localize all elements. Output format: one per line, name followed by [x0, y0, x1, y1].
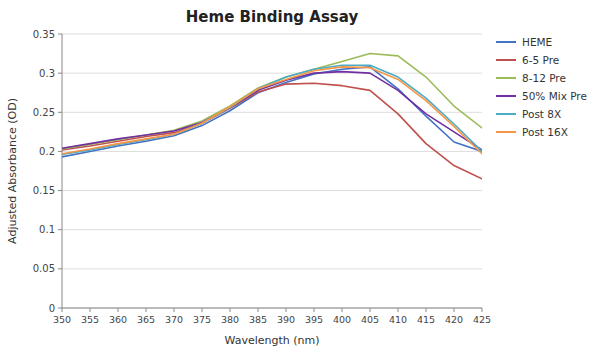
tick-mark [314, 308, 315, 312]
legend-swatch [496, 113, 516, 115]
tick-label: 0.2 [39, 146, 55, 157]
grid-line [62, 73, 482, 74]
tick-mark [62, 308, 63, 312]
legend: HEME 6-5 Pre 8-12 Pre 50% Mix Pre Post 8X Pos… [496, 36, 587, 138]
tick-mark [454, 308, 455, 312]
tick-label: 385 [249, 314, 267, 325]
y-axis: 0 0.05 0.1 0.15 0.2 0.25 0.3 0.35 [33, 29, 482, 314]
tick-label: 365 [137, 314, 155, 325]
tick-mark [58, 34, 62, 35]
tick-mark [342, 308, 343, 312]
series-line [62, 65, 482, 154]
tick-mark [258, 308, 259, 312]
tick-mark [230, 308, 231, 312]
tick-label: 395 [305, 314, 323, 325]
tick-mark [174, 308, 175, 312]
tick-mark [90, 308, 91, 312]
legend-swatch [496, 95, 516, 97]
tick-label: 405 [361, 314, 379, 325]
axis-line [62, 34, 63, 308]
tick-label: 0 [49, 303, 55, 314]
tick-mark [482, 308, 483, 312]
legend-swatch [496, 77, 516, 79]
grid-line [62, 112, 482, 113]
tick-label: 410 [389, 314, 407, 325]
grid-line [62, 151, 482, 152]
tick-label: 0.1 [39, 224, 55, 235]
plot-area [62, 54, 482, 179]
y-axis-label: Adjusted Absorbance (OD) [6, 98, 19, 244]
tick-label: 400 [333, 314, 351, 325]
legend-label: 8-12 Pre [522, 72, 566, 84]
legend-label: 6-5 Pre [522, 54, 559, 66]
tick-mark [370, 308, 371, 312]
tick-mark [58, 308, 62, 309]
tick-mark [58, 73, 62, 74]
tick-label: 0.3 [39, 68, 55, 79]
tick-label: 370 [165, 314, 183, 325]
tick-label: 0.35 [33, 29, 55, 40]
tick-mark [58, 229, 62, 230]
legend-label: HEME [522, 36, 552, 48]
x-axis: 350 355 360 365 370 375 380 385 390 395 400 405 410 4… [53, 308, 491, 325]
tick-label: 380 [221, 314, 239, 325]
tick-label: 390 [277, 314, 295, 325]
legend-label: Post 16X [522, 126, 568, 138]
series-line [62, 67, 482, 154]
tick-mark [58, 268, 62, 269]
tick-label: 350 [53, 314, 71, 325]
tick-label: 0.05 [33, 263, 55, 274]
legend-label: Post 8X [522, 108, 561, 120]
tick-mark [286, 308, 287, 312]
legend-swatch [496, 131, 516, 133]
tick-label: 0.15 [33, 185, 55, 196]
grid-line [62, 190, 482, 191]
tick-label: 360 [109, 314, 127, 325]
tick-label: 375 [193, 314, 211, 325]
tick-mark [58, 151, 62, 152]
tick-mark [426, 308, 427, 312]
tick-label: 420 [445, 314, 463, 325]
tick-label: 415 [417, 314, 435, 325]
grid-line [62, 229, 482, 230]
legend-swatch [496, 41, 516, 43]
tick-mark [202, 308, 203, 312]
tick-label: 425 [473, 314, 491, 325]
legend-label: 50% Mix Pre [522, 90, 587, 102]
tick-label: 355 [81, 314, 99, 325]
grid-line [62, 308, 482, 309]
tick-mark [146, 308, 147, 312]
axis-line [62, 308, 482, 309]
tick-mark [118, 308, 119, 312]
series-line [62, 54, 482, 150]
grid-line [62, 268, 482, 269]
tick-mark [58, 190, 62, 191]
series-line [62, 83, 482, 179]
tick-mark [398, 308, 399, 312]
title: Heme Binding Assay [186, 8, 359, 26]
grid-line [62, 34, 482, 35]
tick-mark [58, 112, 62, 113]
tick-label: 0.25 [33, 107, 55, 118]
legend-swatch [496, 59, 516, 61]
chart: 0 0.05 0.1 0.15 0.2 0.25 0.3 0.35 350 355 360 365 37… [0, 0, 600, 354]
x-axis-label: Wavelength (nm) [224, 334, 319, 347]
